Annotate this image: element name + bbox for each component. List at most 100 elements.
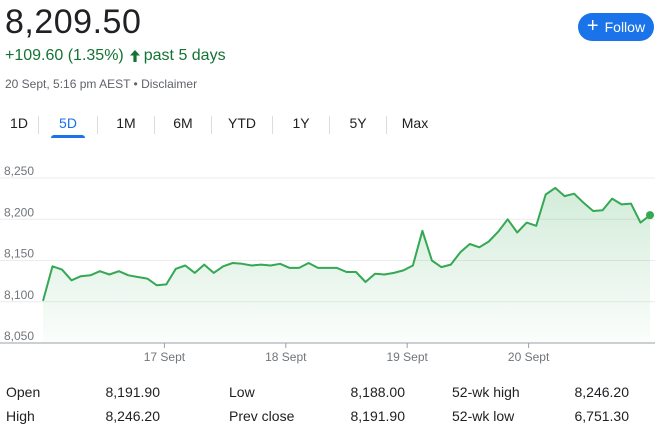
- tab-ytd[interactable]: YTD: [212, 108, 272, 138]
- tab-divider: [386, 116, 387, 134]
- data-point: [487, 240, 491, 244]
- y-tick-label: 8,150: [4, 247, 34, 261]
- stat-label: Low: [229, 384, 255, 400]
- data-point: [174, 267, 178, 271]
- data-point: [591, 209, 595, 213]
- stat-label: Prev close: [229, 408, 295, 424]
- data-point: [50, 264, 54, 268]
- data-point: [41, 299, 45, 303]
- data-point: [601, 208, 605, 212]
- data-point: [477, 245, 481, 249]
- data-point: [126, 273, 130, 277]
- tab-max[interactable]: Max: [387, 108, 443, 138]
- change-value: +109.60 (1.35%): [5, 47, 124, 64]
- data-point: [88, 273, 92, 277]
- price-line: [42, 186, 651, 302]
- data-point: [401, 268, 405, 272]
- tab-6m[interactable]: 6M: [155, 108, 211, 138]
- data-point: [164, 282, 168, 286]
- data-point: [193, 271, 197, 275]
- data-point: [69, 278, 73, 282]
- stat-value: 8,191.90: [350, 408, 406, 424]
- data-point: [107, 273, 111, 277]
- disclaimer-link[interactable]: Disclaimer: [141, 77, 198, 91]
- data-point: [382, 273, 386, 277]
- quote-timestamp: 20 Sept, 5:16 pm AEST: [5, 77, 131, 91]
- key-stats: Open 8,191.90 Low 8,188.00 52-wk high 8,…: [0, 384, 655, 432]
- stat-value: 8,191.90: [105, 384, 161, 400]
- tab-divider: [211, 116, 212, 134]
- data-point: [392, 271, 396, 275]
- data-point: [354, 270, 358, 274]
- data-point: [145, 277, 149, 281]
- tab-5y[interactable]: 5Y: [330, 108, 386, 138]
- data-point: [136, 275, 140, 279]
- data-point: [307, 261, 311, 265]
- stat-value: 8,246.20: [574, 384, 630, 400]
- tab-label: YTD: [228, 115, 256, 131]
- data-point: [297, 266, 301, 270]
- data-point: [269, 263, 273, 267]
- data-point: [534, 224, 538, 228]
- data-point: [553, 186, 557, 190]
- follow-label: Follow: [604, 19, 646, 35]
- stats-row-2: High 8,246.20 Prev close 8,191.90 52-wk …: [0, 408, 655, 432]
- data-point: [250, 263, 254, 267]
- arrow-up-icon: [129, 49, 141, 63]
- stat-label: Open: [6, 384, 41, 400]
- data-point: [610, 197, 614, 201]
- tab-1m[interactable]: 1M: [98, 108, 154, 138]
- data-point: [420, 229, 424, 233]
- change-period: past 5 days: [143, 47, 226, 64]
- tab-5d[interactable]: 5D: [39, 108, 97, 138]
- data-point: [278, 262, 282, 266]
- tab-label: 5D: [59, 115, 77, 131]
- tab-1y[interactable]: 1Y: [273, 108, 329, 138]
- data-point: [79, 274, 83, 278]
- stat-value: 6,751.30: [574, 408, 630, 424]
- y-tick-label: 8,200: [4, 205, 34, 219]
- y-tick-label: 8,100: [4, 288, 34, 302]
- tab-label: 6M: [173, 115, 193, 131]
- data-point: [155, 283, 159, 287]
- current-price-dot: [646, 211, 654, 220]
- data-point: [572, 192, 576, 196]
- stat-label: 52-wk low: [452, 408, 515, 424]
- tab-divider: [272, 116, 273, 134]
- data-point: [335, 266, 339, 270]
- x-tick-label: 18 Sept: [265, 350, 307, 364]
- x-tick-label: 20 Sept: [508, 350, 550, 364]
- data-point: [515, 230, 519, 234]
- data-point: [202, 263, 206, 267]
- data-point: [582, 201, 586, 205]
- data-point: [60, 268, 64, 272]
- current-price: 8,209.50: [5, 3, 142, 41]
- data-point: [326, 266, 330, 270]
- data-point: [430, 259, 434, 263]
- x-tick-label: 19 Sept: [387, 350, 429, 364]
- y-tick-label: 8,050: [4, 329, 34, 343]
- data-point: [345, 270, 349, 274]
- y-tick-label: 8,250: [4, 164, 34, 178]
- price-area: [43, 187, 650, 343]
- tab-label: 1M: [116, 115, 136, 131]
- data-point: [316, 266, 320, 270]
- data-point: [639, 221, 643, 225]
- tab-divider: [329, 116, 330, 134]
- data-point: [363, 280, 367, 284]
- data-point: [496, 230, 500, 234]
- stat-label: High: [6, 408, 35, 424]
- tab-1d[interactable]: 1D: [0, 108, 38, 138]
- data-point: [411, 263, 415, 267]
- data-point: [240, 262, 244, 266]
- tab-label: 1D: [10, 115, 28, 131]
- tab-divider: [97, 116, 98, 134]
- meta-separator: •: [133, 77, 138, 91]
- x-tick-label: 17 Sept: [144, 350, 186, 364]
- follow-button[interactable]: + Follow: [578, 13, 654, 41]
- stat-value: 8,188.00: [350, 384, 406, 400]
- chart-svg: 8,250 8,200 8,150 8,100 8,050 17 Sept 18 Sept 1…: [0, 164, 655, 364]
- data-point: [117, 269, 121, 273]
- data-point: [98, 269, 102, 273]
- price-chart[interactable]: 8,250 8,200 8,150 8,100 8,050 17 Sept 18 Sept 1…: [0, 160, 655, 370]
